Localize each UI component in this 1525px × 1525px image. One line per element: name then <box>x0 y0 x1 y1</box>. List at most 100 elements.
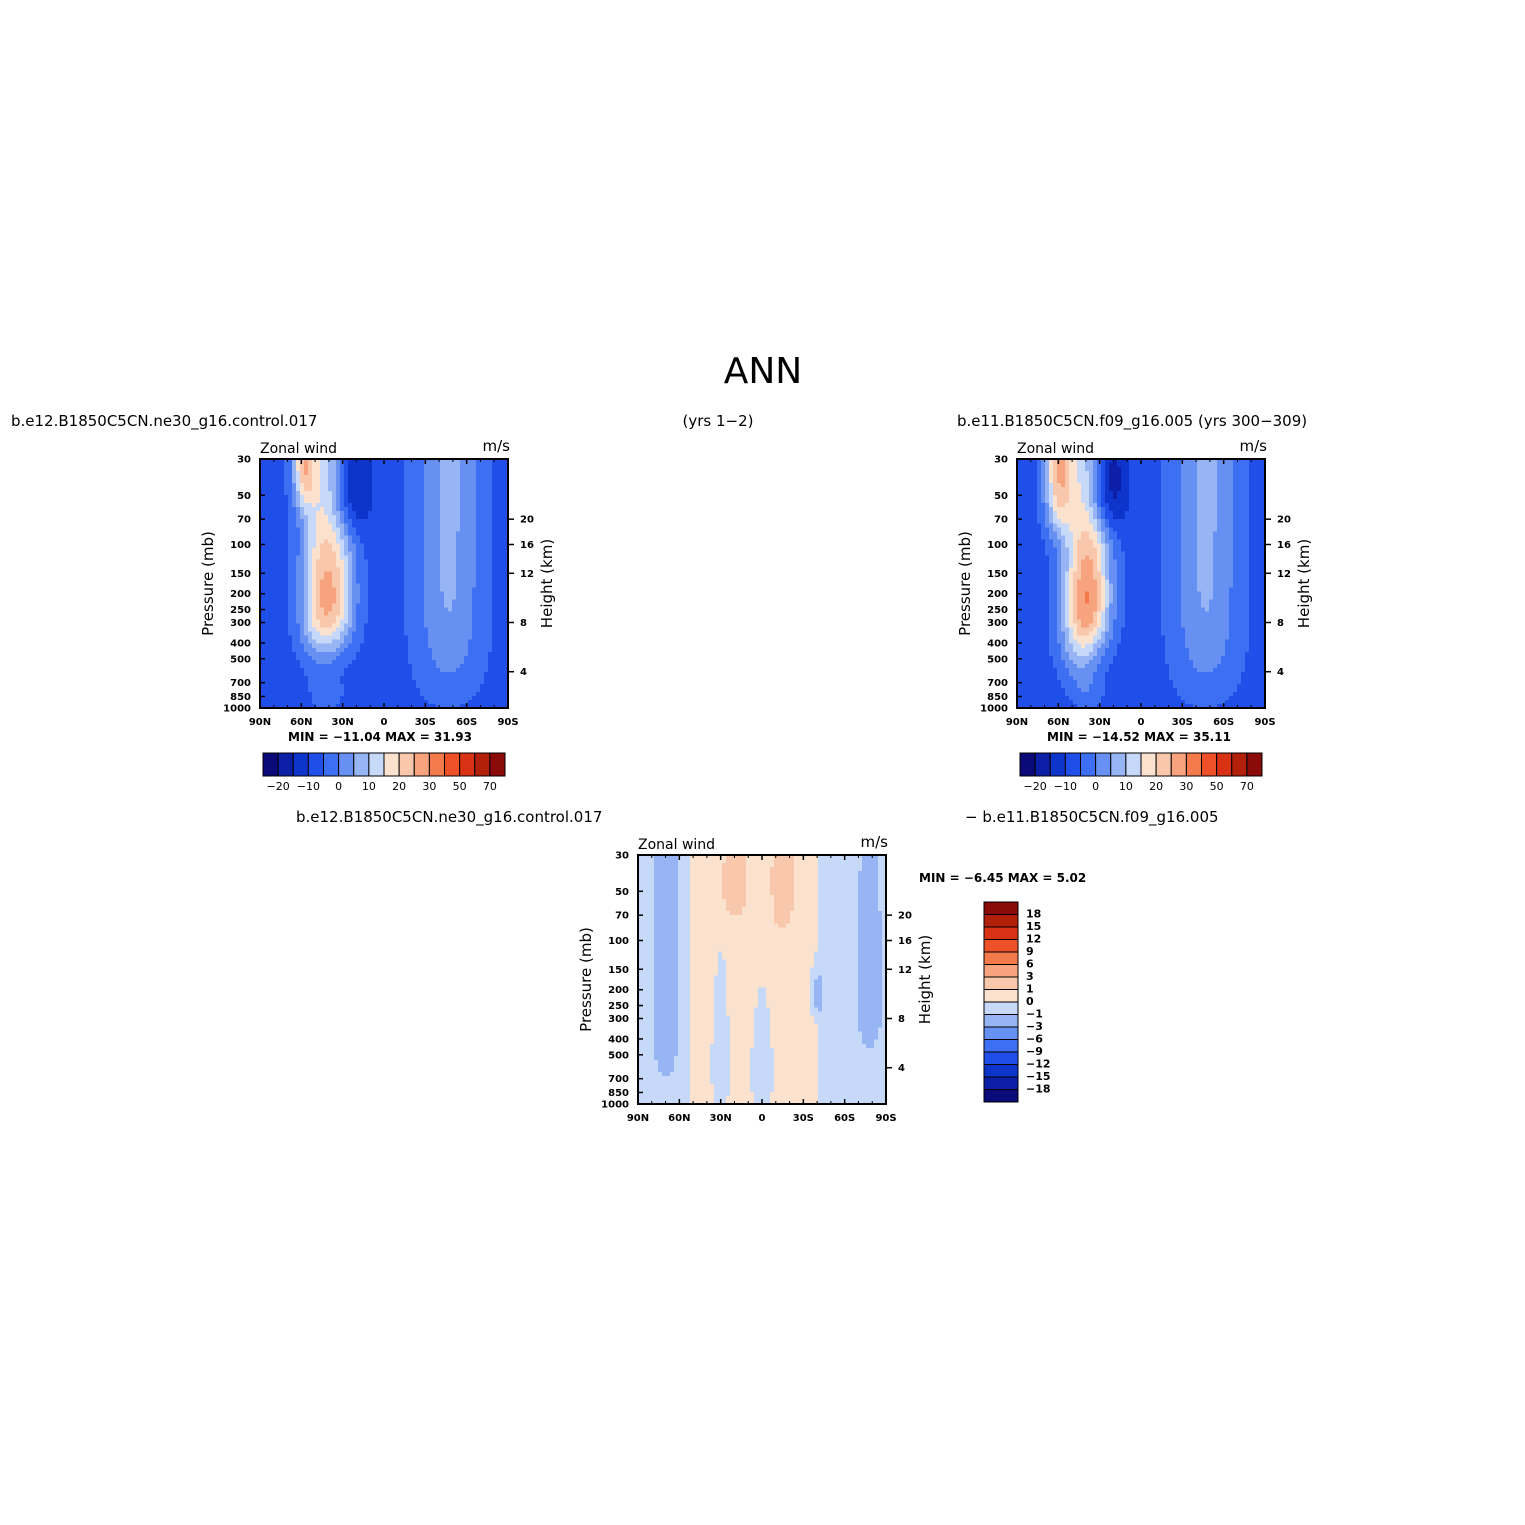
field-cell <box>336 587 341 593</box>
field-cell <box>1057 483 1062 488</box>
field-cell <box>460 499 465 504</box>
field-cell <box>504 599 509 605</box>
field-cell <box>428 635 433 641</box>
field-cell <box>1029 571 1034 577</box>
field-cell <box>440 575 445 581</box>
field-cell <box>304 627 309 633</box>
field-cell <box>412 591 417 597</box>
field-cell <box>408 499 413 504</box>
field-cell <box>308 603 313 609</box>
field-cell <box>280 615 285 621</box>
field-cell <box>336 603 341 609</box>
field-cell <box>492 471 497 476</box>
field-cell <box>332 511 337 516</box>
field-cell <box>392 539 397 544</box>
field-cell <box>464 607 469 613</box>
field-cell <box>276 479 281 484</box>
field-cell <box>336 683 341 689</box>
field-cell <box>1025 511 1030 516</box>
field-cell <box>396 559 401 565</box>
field-cell <box>408 627 413 633</box>
field-cell <box>300 699 305 705</box>
field-cell <box>468 483 473 488</box>
field-cell <box>1041 567 1046 573</box>
field-cell <box>1069 703 1074 709</box>
field-cell <box>1021 467 1026 472</box>
field-cell <box>400 511 405 516</box>
field-cell <box>276 495 281 500</box>
field-cell <box>344 603 349 609</box>
field-cell <box>360 463 365 468</box>
field-cell <box>268 551 273 556</box>
field-cell <box>296 627 301 633</box>
field-cell <box>324 575 329 581</box>
field-cell <box>268 647 273 653</box>
field-cell <box>344 687 349 693</box>
field-cell <box>280 675 285 681</box>
field-cell <box>500 571 505 577</box>
field-cell <box>436 535 441 540</box>
field-cell <box>300 579 305 585</box>
field-cell <box>292 687 297 693</box>
field-cell <box>1021 663 1026 669</box>
field-cell <box>1041 527 1046 532</box>
field-cell <box>480 579 485 585</box>
field-cell <box>1057 491 1062 496</box>
field-cell <box>320 583 325 589</box>
field-cell <box>348 535 353 540</box>
field-cell <box>376 503 381 508</box>
field-cell <box>376 663 381 669</box>
field-cell <box>1037 555 1042 561</box>
field-cell <box>316 539 321 544</box>
field-cell <box>284 655 289 661</box>
field-cell <box>1021 631 1026 637</box>
field-cell <box>1053 667 1058 673</box>
field-cell <box>420 651 425 657</box>
field-cell <box>444 683 449 689</box>
field-cell <box>484 495 489 500</box>
field-cell <box>264 503 269 508</box>
field-cell <box>488 671 493 677</box>
field-cell <box>460 659 465 665</box>
field-cell <box>304 683 309 689</box>
field-cell <box>276 699 281 705</box>
field-cell <box>400 571 405 577</box>
field-cell <box>288 463 293 468</box>
field-cell <box>464 515 469 520</box>
field-cell <box>292 651 297 657</box>
field-cell <box>360 559 365 565</box>
field-cell <box>1073 615 1078 621</box>
field-cell <box>288 627 293 633</box>
field-cell <box>424 539 429 544</box>
field-cell <box>1033 635 1038 641</box>
field-cell <box>340 583 345 589</box>
field-cell <box>336 583 341 589</box>
field-cell <box>356 567 361 573</box>
field-cell <box>332 655 337 661</box>
field-cell <box>1033 659 1038 665</box>
field-cell <box>496 591 501 597</box>
field-cell <box>480 683 485 689</box>
field-cell <box>288 527 293 532</box>
field-cell <box>352 595 357 601</box>
field-cell <box>1033 667 1038 673</box>
field-cell <box>444 551 449 556</box>
field-cell <box>344 683 349 689</box>
field-cell <box>408 691 413 697</box>
field-cell <box>472 683 477 689</box>
field-cell <box>452 555 457 561</box>
field-cell <box>380 539 385 544</box>
field-cell <box>1045 611 1050 617</box>
field-cell <box>392 475 397 480</box>
field-cell <box>260 559 265 565</box>
field-cell <box>292 623 297 629</box>
field-cell <box>388 503 393 508</box>
field-cell <box>496 575 501 581</box>
field-cell <box>1049 643 1054 649</box>
field-cell <box>448 631 453 637</box>
field-cell <box>1033 491 1038 496</box>
field-cell <box>1025 471 1030 476</box>
field-cell <box>440 503 445 508</box>
field-cell <box>344 599 349 605</box>
field-cell <box>440 487 445 492</box>
